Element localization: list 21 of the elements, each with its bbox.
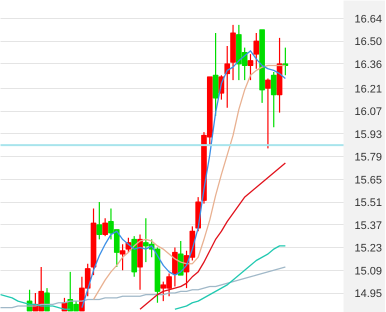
y-tick-label: 15.23 bbox=[354, 242, 382, 254]
y-tick-label: 14.95 bbox=[354, 288, 382, 300]
y-tick-label: 15.79 bbox=[354, 152, 382, 164]
y-tick-label: 16.64 bbox=[354, 13, 382, 26]
candlestick bbox=[102, 218, 108, 237]
line-series bbox=[139, 162, 286, 310]
candlestick bbox=[120, 244, 126, 271]
y-tick-label: 15.09 bbox=[354, 265, 382, 278]
y-tick-label: 15.93 bbox=[354, 128, 382, 141]
y-tick-label: 16.21 bbox=[354, 83, 382, 96]
candlestick bbox=[253, 32, 260, 70]
y-tick-label: 15.65 bbox=[354, 174, 382, 186]
y-tick-label: 16.36 bbox=[354, 58, 382, 71]
y-tick-label: 15.51 bbox=[354, 197, 382, 209]
y-tick-label: 16.07 bbox=[354, 106, 382, 118]
y-tick-label: 16.50 bbox=[354, 36, 382, 48]
y-tick-label: 15.37 bbox=[354, 220, 382, 232]
candlestick bbox=[248, 54, 254, 81]
candlestick bbox=[265, 78, 271, 149]
candlestick bbox=[96, 201, 102, 240]
candlestick bbox=[270, 71, 277, 128]
